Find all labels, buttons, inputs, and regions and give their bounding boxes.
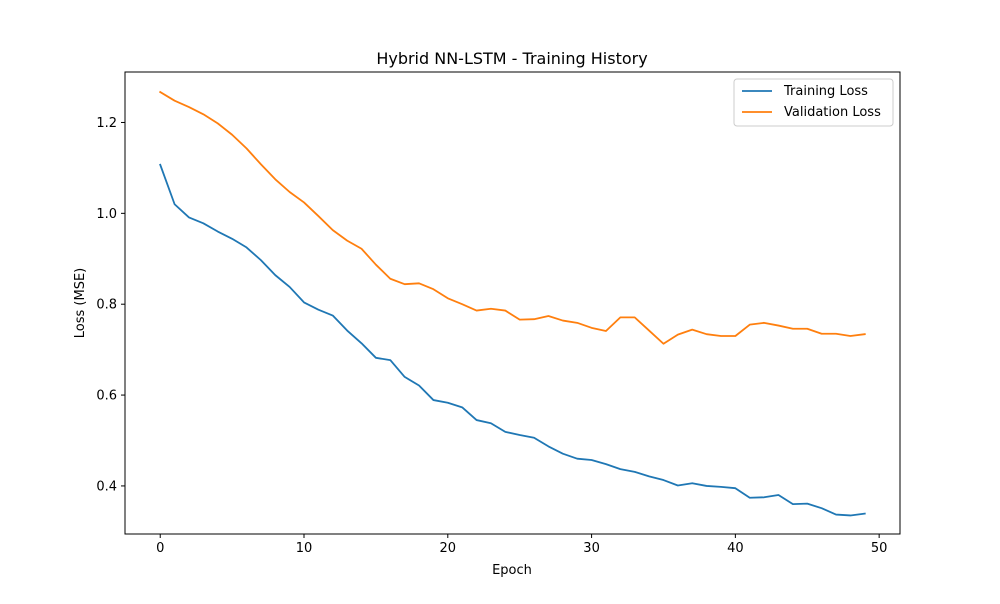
x-tick-label: 10 xyxy=(296,541,313,556)
x-axis-label: Epoch xyxy=(492,563,532,578)
axes-frame xyxy=(124,71,901,535)
chart-title: Hybrid NN-LSTM - Training History xyxy=(376,49,647,68)
y-axis: 0.4 0.6 0.8 1.0 1.2 xyxy=(96,116,125,494)
y-tick-label: 0.6 xyxy=(96,389,117,404)
x-tick-label: 50 xyxy=(871,541,888,556)
x-tick-label: 20 xyxy=(440,541,457,556)
legend-box xyxy=(733,78,894,127)
y-tick-label: 1.0 xyxy=(96,207,117,222)
y-tick-label: 1.2 xyxy=(96,116,117,131)
series-line-training-loss xyxy=(159,163,866,517)
legend-label-training-loss: Training Loss xyxy=(783,84,868,99)
y-tick-label: 0.8 xyxy=(96,298,117,313)
plot-area xyxy=(124,71,901,535)
legend: Training Loss Validation Loss xyxy=(733,78,894,127)
x-tick-label: 0 xyxy=(156,541,164,556)
legend-label-validation-loss: Validation Loss xyxy=(784,105,881,120)
y-tick-label: 0.4 xyxy=(96,479,117,494)
x-tick-label: 40 xyxy=(727,541,744,556)
x-tick-label: 30 xyxy=(583,541,600,556)
series-layer xyxy=(158,90,866,517)
series-line-validation-loss xyxy=(158,90,866,345)
y-axis-label: Loss (MSE) xyxy=(73,268,88,338)
x-axis: 0 10 20 30 40 50 xyxy=(156,534,887,556)
